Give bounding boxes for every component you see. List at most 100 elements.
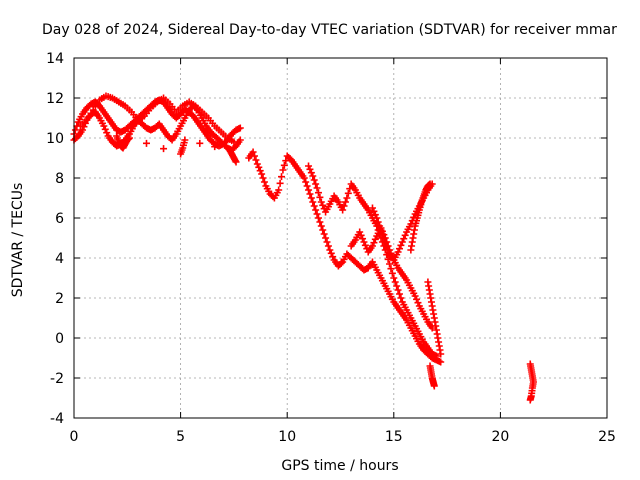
series-6	[305, 162, 440, 360]
y-tick-label: 2	[55, 291, 64, 307]
data-point	[394, 248, 402, 256]
data-point	[411, 292, 419, 300]
y-tick-label: 12	[46, 91, 64, 107]
data-point	[361, 241, 369, 249]
data-point	[390, 274, 398, 282]
data-point	[316, 193, 324, 201]
series-10	[424, 278, 445, 358]
data-point	[260, 178, 268, 186]
data-point	[323, 238, 331, 246]
data-point	[125, 134, 133, 142]
x-axis-label: GPS time / hours	[281, 458, 398, 474]
data-point	[305, 186, 313, 194]
y-tick-label: -2	[50, 371, 64, 387]
data-point	[430, 382, 438, 390]
data-point	[142, 139, 150, 147]
data-point	[391, 278, 399, 286]
data-point	[196, 139, 204, 147]
data-point	[313, 184, 321, 192]
series-5	[245, 148, 445, 366]
data-point	[100, 122, 108, 130]
series-4	[113, 132, 240, 166]
data-point	[324, 242, 332, 250]
series-9	[407, 180, 434, 254]
data-point	[312, 180, 320, 188]
data-point	[302, 178, 310, 186]
y-tick-label: 14	[46, 51, 64, 67]
chart-title: Day 028 of 2024, Sidereal Day-to-day VTE…	[42, 22, 617, 38]
data-point	[101, 125, 109, 133]
data-point	[317, 222, 325, 230]
data-point	[376, 222, 384, 230]
y-tick-label: 4	[55, 251, 64, 267]
data-point	[181, 136, 189, 144]
data-point	[322, 234, 330, 242]
data-point	[278, 173, 286, 181]
data-point	[319, 226, 327, 234]
data-point	[103, 129, 111, 137]
data-point	[414, 299, 422, 307]
data-point	[258, 170, 266, 178]
data-point	[309, 172, 317, 180]
series-3	[76, 92, 238, 146]
plot-frame	[73, 57, 608, 419]
data-point	[384, 246, 392, 254]
data-point	[371, 235, 379, 243]
data-point	[426, 180, 434, 188]
data-point	[368, 242, 376, 250]
data-point	[368, 204, 376, 212]
data-point	[393, 282, 401, 290]
data-markers	[70, 92, 537, 404]
data-point	[339, 206, 347, 214]
data-point	[374, 218, 382, 226]
data-point	[428, 324, 436, 332]
data-point	[276, 179, 284, 187]
y-tick-label: -4	[50, 411, 64, 427]
series-7	[347, 180, 436, 264]
data-point	[388, 269, 396, 277]
data-point	[327, 249, 335, 257]
data-point	[373, 214, 381, 222]
data-point	[340, 202, 348, 210]
grid-lines	[74, 58, 607, 418]
data-point	[437, 350, 445, 358]
data-point	[397, 241, 405, 249]
data-point	[79, 126, 87, 134]
series-12	[526, 360, 537, 404]
data-point	[259, 174, 267, 182]
data-point	[236, 136, 244, 144]
data-point	[306, 165, 314, 173]
data-point	[253, 160, 261, 168]
data-point	[370, 239, 378, 247]
data-point	[377, 226, 385, 234]
data-point	[314, 214, 322, 222]
x-tick-label: 15	[385, 429, 403, 445]
data-point	[309, 198, 317, 206]
data-point	[395, 245, 403, 253]
data-point	[341, 198, 349, 206]
series-8	[368, 204, 436, 332]
data-point	[401, 231, 409, 239]
x-tick-label: 0	[70, 429, 79, 445]
data-point	[526, 396, 534, 404]
data-point	[306, 190, 314, 198]
data-point	[394, 286, 402, 294]
data-point	[71, 126, 79, 134]
data-point	[380, 234, 388, 242]
data-point	[232, 158, 240, 166]
data-point	[279, 166, 287, 174]
data-point	[251, 152, 259, 160]
x-tick-label: 5	[176, 429, 185, 445]
data-point	[395, 290, 403, 298]
data-point	[326, 246, 334, 254]
data-point	[386, 260, 394, 268]
data-point	[383, 242, 391, 250]
data-point	[275, 186, 283, 194]
data-point	[329, 253, 337, 261]
data-point	[432, 352, 440, 360]
data-point	[314, 189, 322, 197]
data-point	[236, 124, 244, 132]
data-point	[319, 201, 327, 209]
data-point	[356, 228, 364, 236]
